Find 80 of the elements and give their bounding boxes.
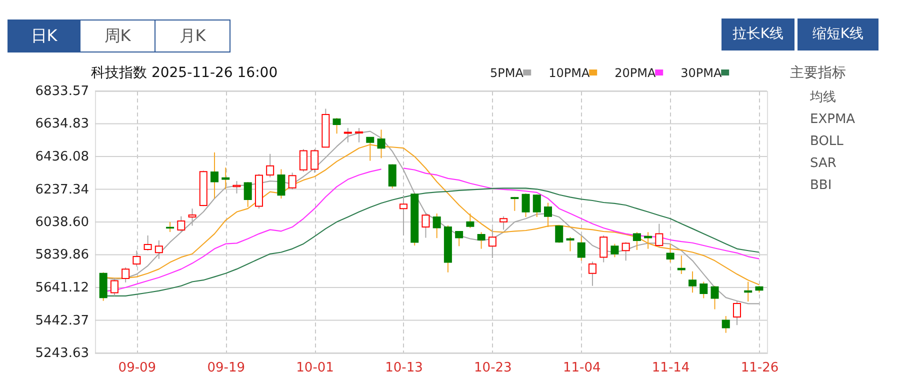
candlestick bbox=[722, 316, 730, 334]
candlestick bbox=[388, 164, 396, 189]
candlestick bbox=[188, 208, 196, 226]
candlestick bbox=[555, 224, 564, 244]
candlestick bbox=[210, 152, 218, 200]
x-tick-label: 11-14 bbox=[652, 360, 690, 376]
candlestick bbox=[110, 278, 118, 296]
y-tick-label: 6038.60 bbox=[35, 215, 89, 230]
candlestick bbox=[688, 270, 697, 294]
candlestick bbox=[455, 230, 464, 247]
candlestick bbox=[399, 194, 408, 236]
y-tick-label: 5442.37 bbox=[35, 313, 89, 328]
candlestick bbox=[466, 213, 474, 229]
x-tick-label: 10-23 bbox=[474, 360, 512, 376]
candlestick bbox=[510, 196, 519, 212]
chart-title: 科技指数 2025-11-26 16:00 bbox=[91, 65, 278, 81]
candlestick bbox=[666, 243, 674, 263]
x-tick-label: 11-04 bbox=[562, 360, 601, 376]
y-tick-label: 6436.08 bbox=[35, 150, 89, 164]
legend-label: 30PMA bbox=[680, 66, 722, 80]
text: 拉长K线 bbox=[732, 26, 784, 42]
candlestick bbox=[166, 221, 174, 232]
text: EXPMA bbox=[810, 112, 856, 127]
x-tick-label: 09-09 bbox=[118, 360, 156, 376]
text: 缩短K线 bbox=[812, 26, 864, 42]
x-tick-label: 10-13 bbox=[385, 360, 423, 376]
candlestick bbox=[299, 148, 308, 172]
candlestick bbox=[700, 281, 708, 299]
candlestick bbox=[310, 148, 319, 174]
candlestick bbox=[710, 285, 719, 310]
legend-label: 10PMA bbox=[548, 66, 590, 80]
text: 月K bbox=[179, 26, 206, 45]
candlestick bbox=[222, 167, 230, 190]
candlestick bbox=[144, 234, 152, 252]
candlestick bbox=[477, 232, 486, 250]
legend-label: 20PMA bbox=[614, 66, 656, 80]
candlestick bbox=[610, 243, 619, 258]
candlestick bbox=[632, 232, 641, 250]
y-tick-label: 5641.12 bbox=[35, 280, 89, 296]
y-tick-label: 5839.86 bbox=[35, 248, 89, 263]
candlestick bbox=[677, 255, 686, 275]
candlestick bbox=[154, 240, 163, 260]
x-tick-label: 11-26 bbox=[740, 360, 779, 376]
candlestick bbox=[266, 153, 274, 178]
candlestick bbox=[432, 213, 441, 239]
candlestick bbox=[232, 180, 241, 194]
text: BBI bbox=[810, 178, 832, 193]
candlestick bbox=[122, 266, 130, 283]
candlestick bbox=[132, 250, 141, 268]
candlestick bbox=[544, 202, 552, 228]
candlestick bbox=[655, 223, 664, 248]
x-tick-label: 10-01 bbox=[296, 360, 334, 376]
candlestick bbox=[522, 192, 530, 218]
x-tick-label: 09-19 bbox=[207, 360, 246, 376]
candlestick bbox=[622, 242, 630, 262]
candlestick bbox=[422, 212, 430, 238]
y-tick-label: 6634.83 bbox=[35, 116, 89, 132]
text: SAR bbox=[810, 156, 836, 171]
y-tick-label: 6237.34 bbox=[35, 182, 89, 198]
candlestick bbox=[500, 216, 508, 230]
candlestick bbox=[532, 194, 541, 218]
text: 周K bbox=[104, 26, 132, 45]
text: BOLL bbox=[810, 134, 844, 149]
y-tick-label: 6833.57 bbox=[35, 84, 89, 99]
candlestick bbox=[644, 232, 652, 250]
candlestick bbox=[488, 228, 496, 259]
candlestick bbox=[600, 234, 608, 263]
candlestick bbox=[577, 236, 586, 262]
candlestick bbox=[288, 172, 296, 190]
text: 均线 bbox=[809, 90, 836, 105]
legend-label: 5PMA bbox=[490, 66, 524, 80]
candlestick bbox=[244, 182, 252, 208]
y-tick-label: 5243.63 bbox=[35, 346, 89, 361]
text: 日K bbox=[30, 26, 58, 45]
candlestick bbox=[332, 117, 341, 134]
candlestick bbox=[566, 236, 574, 252]
candlestick bbox=[588, 261, 596, 286]
text: 主要指标 bbox=[790, 65, 846, 81]
candlestick bbox=[177, 216, 186, 232]
candlestick bbox=[277, 168, 286, 200]
